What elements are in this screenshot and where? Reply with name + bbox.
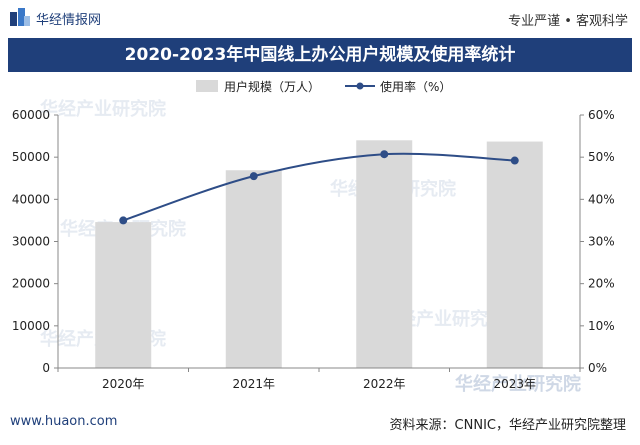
chart-title: 2020-2023年中国线上办公用户规模及使用率统计 [8,38,632,72]
legend-label-bar: 用户规模（万人） [224,79,320,94]
slogan: 专业严谨 • 客观科学 [508,14,628,29]
left-tick-label: 0 [42,361,50,375]
bar-user-scale [225,170,282,368]
brand-name: 华经情报网 [36,12,102,28]
usage-rate-point [119,216,128,225]
logo-icon [10,8,30,28]
left-tick-label: 50000 [12,150,50,164]
header: 华经情报网 专业严谨 • 客观科学 [0,0,640,36]
x-tick-label: 2022年 [363,377,406,391]
brand-logo[interactable]: 华经情报网 [10,8,101,28]
usage-rate-line [122,152,515,222]
left-tick-label: 40000 [12,192,50,206]
left-tick-label: 20000 [12,277,50,291]
right-tick-label: 0% [588,361,607,375]
usage-rate-point [249,172,258,181]
bar-user-scale [95,222,152,368]
legend-label-line: 使用率（%） [380,79,451,94]
bar-user-scale [486,141,543,368]
usage-rate-point [510,156,519,165]
website-link[interactable]: www.huaon.com [10,414,118,429]
left-tick-label: 10000 [12,319,50,333]
x-tick-label: 2023年 [493,377,536,391]
watermark-text: 华经产业研究院 [40,98,166,120]
bar-user-scale [356,140,413,368]
right-tick-label: 20% [588,277,615,291]
left-tick-label: 30000 [12,235,50,249]
source-note: 资料来源：CNNIC，华经产业研究院整理 [389,418,626,433]
legend-swatch-point [356,82,364,90]
right-tick-label: 40% [588,192,615,206]
legend-swatch-bar [196,80,218,92]
right-tick-label: 10% [588,319,615,333]
right-tick-label: 50% [588,150,615,164]
watermark-text: 华经产业研究院 [455,373,581,395]
right-tick-label: 60% [588,108,615,122]
x-tick-label: 2020年 [102,377,145,391]
usage-rate-point [380,150,389,159]
x-tick-label: 2021年 [232,377,275,391]
right-tick-label: 30% [588,235,615,249]
left-tick-label: 60000 [12,108,50,122]
